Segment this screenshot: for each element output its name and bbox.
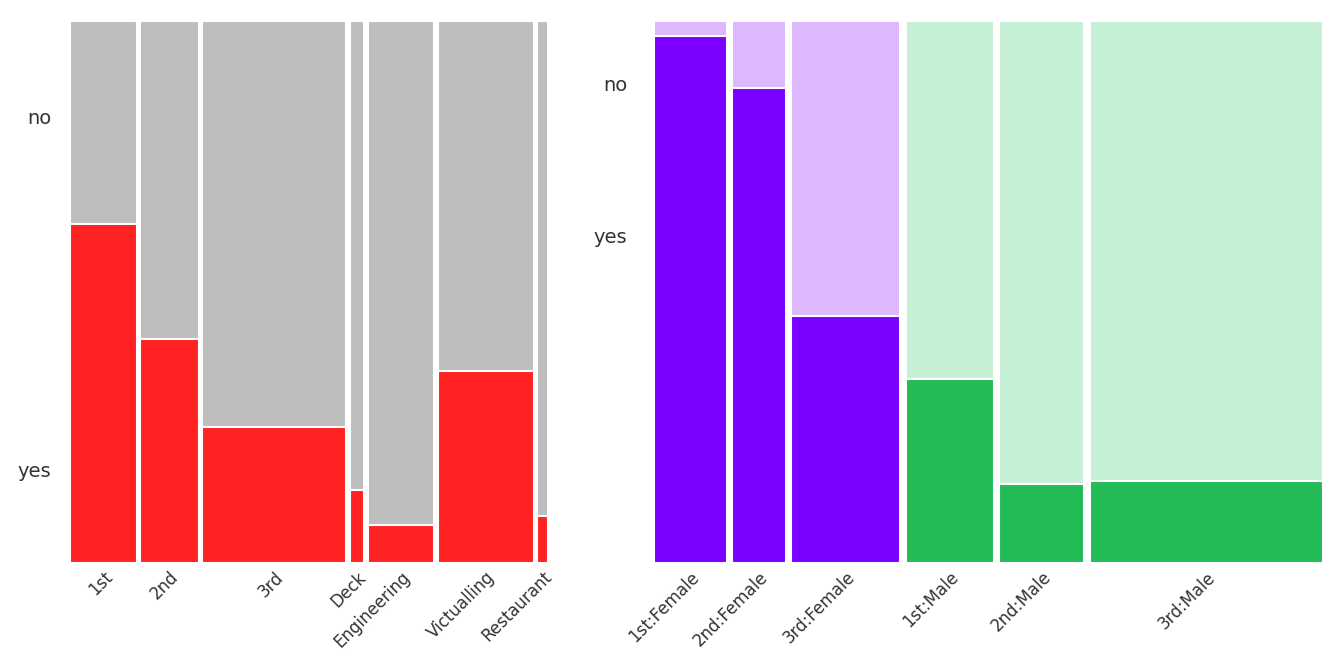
Bar: [203, 21, 347, 427]
Bar: [351, 21, 364, 490]
Bar: [792, 21, 900, 317]
Text: yes: yes: [17, 462, 51, 480]
Bar: [1000, 484, 1085, 563]
Bar: [70, 224, 137, 563]
Bar: [1000, 21, 1085, 484]
Bar: [538, 516, 548, 563]
Bar: [140, 339, 199, 563]
Text: no: no: [603, 77, 628, 95]
Bar: [70, 21, 137, 224]
Bar: [906, 21, 995, 379]
Bar: [367, 21, 434, 525]
Bar: [438, 21, 534, 371]
Bar: [1090, 480, 1322, 563]
Bar: [906, 379, 995, 563]
Bar: [792, 317, 900, 563]
Text: no: no: [27, 109, 51, 128]
Bar: [538, 21, 548, 516]
Bar: [732, 21, 786, 87]
Bar: [367, 525, 434, 563]
Text: yes: yes: [594, 228, 628, 247]
Bar: [351, 490, 364, 563]
Bar: [140, 21, 199, 339]
Bar: [1090, 21, 1322, 480]
Bar: [655, 36, 727, 563]
Bar: [732, 87, 786, 563]
Bar: [438, 371, 534, 563]
Bar: [655, 21, 727, 36]
Bar: [203, 427, 347, 563]
